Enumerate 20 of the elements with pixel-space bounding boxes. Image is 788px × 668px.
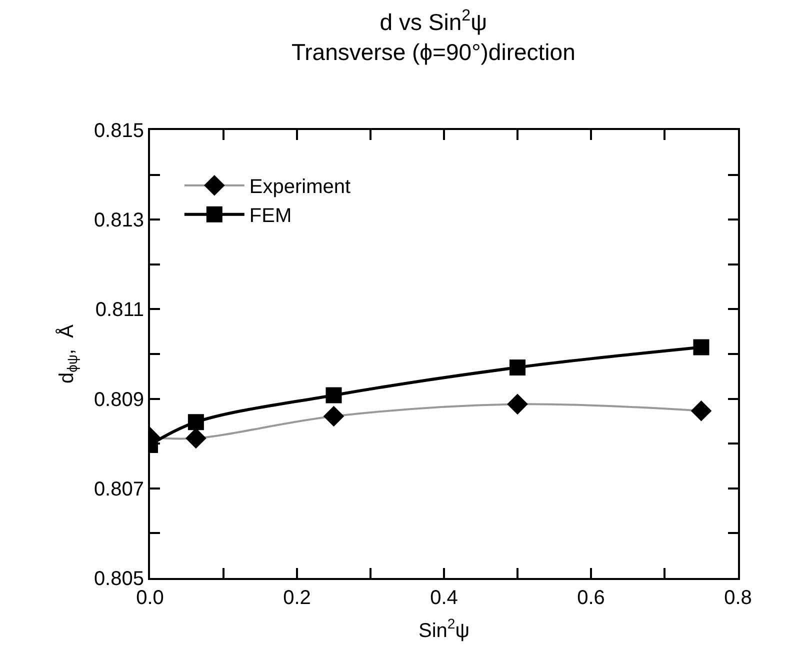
x-tick-label: 0.4 — [430, 587, 458, 609]
x-tick-label: 0.8 — [724, 587, 752, 609]
point — [326, 387, 342, 404]
y-tick-label: 0.805 — [94, 568, 144, 590]
point — [510, 359, 526, 376]
y-tick-label: 0.813 — [94, 210, 144, 232]
y-tick-label: 0.815 — [94, 120, 144, 142]
y-tick-label: 0.809 — [94, 388, 144, 411]
y-tick-label: 0.811 — [95, 299, 144, 322]
x-tick-label: 0.0 — [136, 587, 164, 609]
x-tick-label: 0.2 — [283, 587, 311, 609]
chart-title: d vs Sin$^{2}$ψ — [380, 6, 487, 36]
point — [693, 339, 710, 356]
point — [188, 414, 204, 430]
chart-subtitle: Transverse (ϕ=90°)direction — [291, 38, 576, 65]
x-axis-title: Sin$^{2}$ψ — [418, 616, 470, 642]
x-tick-label: 0.6 — [577, 587, 605, 609]
legend-label: Experiment — [249, 176, 351, 198]
legend-label: FEM — [249, 205, 292, 228]
y-tick-label: 0.807 — [94, 478, 144, 500]
